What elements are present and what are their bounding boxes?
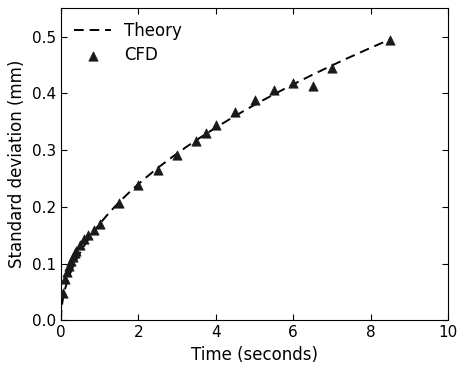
CFD	[135, 182, 142, 188]
CFD	[81, 236, 88, 242]
CFD	[115, 200, 123, 206]
CFD	[202, 130, 210, 136]
CFD	[59, 290, 67, 296]
CFD	[309, 83, 316, 89]
CFD	[386, 36, 394, 42]
CFD	[90, 227, 97, 232]
CFD	[69, 254, 76, 260]
CFD	[251, 97, 258, 103]
CFD	[84, 232, 92, 238]
Theory	[389, 36, 395, 41]
CFD	[232, 109, 239, 115]
CFD	[63, 269, 70, 275]
CFD	[96, 221, 103, 227]
CFD	[76, 242, 84, 248]
X-axis label: Time (seconds): Time (seconds)	[191, 346, 318, 364]
CFD	[270, 87, 278, 93]
CFD	[67, 258, 75, 264]
Theory	[92, 228, 97, 232]
CFD	[173, 152, 181, 158]
Theory	[204, 131, 210, 135]
Y-axis label: Standard deviation (mm): Standard deviation (mm)	[8, 60, 27, 269]
CFD	[193, 138, 200, 144]
CFD	[212, 122, 219, 128]
CFD	[73, 248, 80, 254]
Theory	[286, 85, 291, 89]
Theory	[192, 139, 198, 143]
Line: Theory: Theory	[61, 39, 392, 320]
Theory	[316, 69, 322, 74]
CFD	[328, 65, 336, 71]
CFD	[71, 250, 78, 256]
CFD	[61, 276, 69, 282]
CFD	[154, 167, 162, 173]
CFD	[289, 80, 297, 86]
Theory	[322, 67, 328, 71]
CFD	[65, 263, 73, 269]
Legend: Theory, CFD: Theory, CFD	[69, 17, 187, 69]
Theory	[58, 318, 64, 323]
